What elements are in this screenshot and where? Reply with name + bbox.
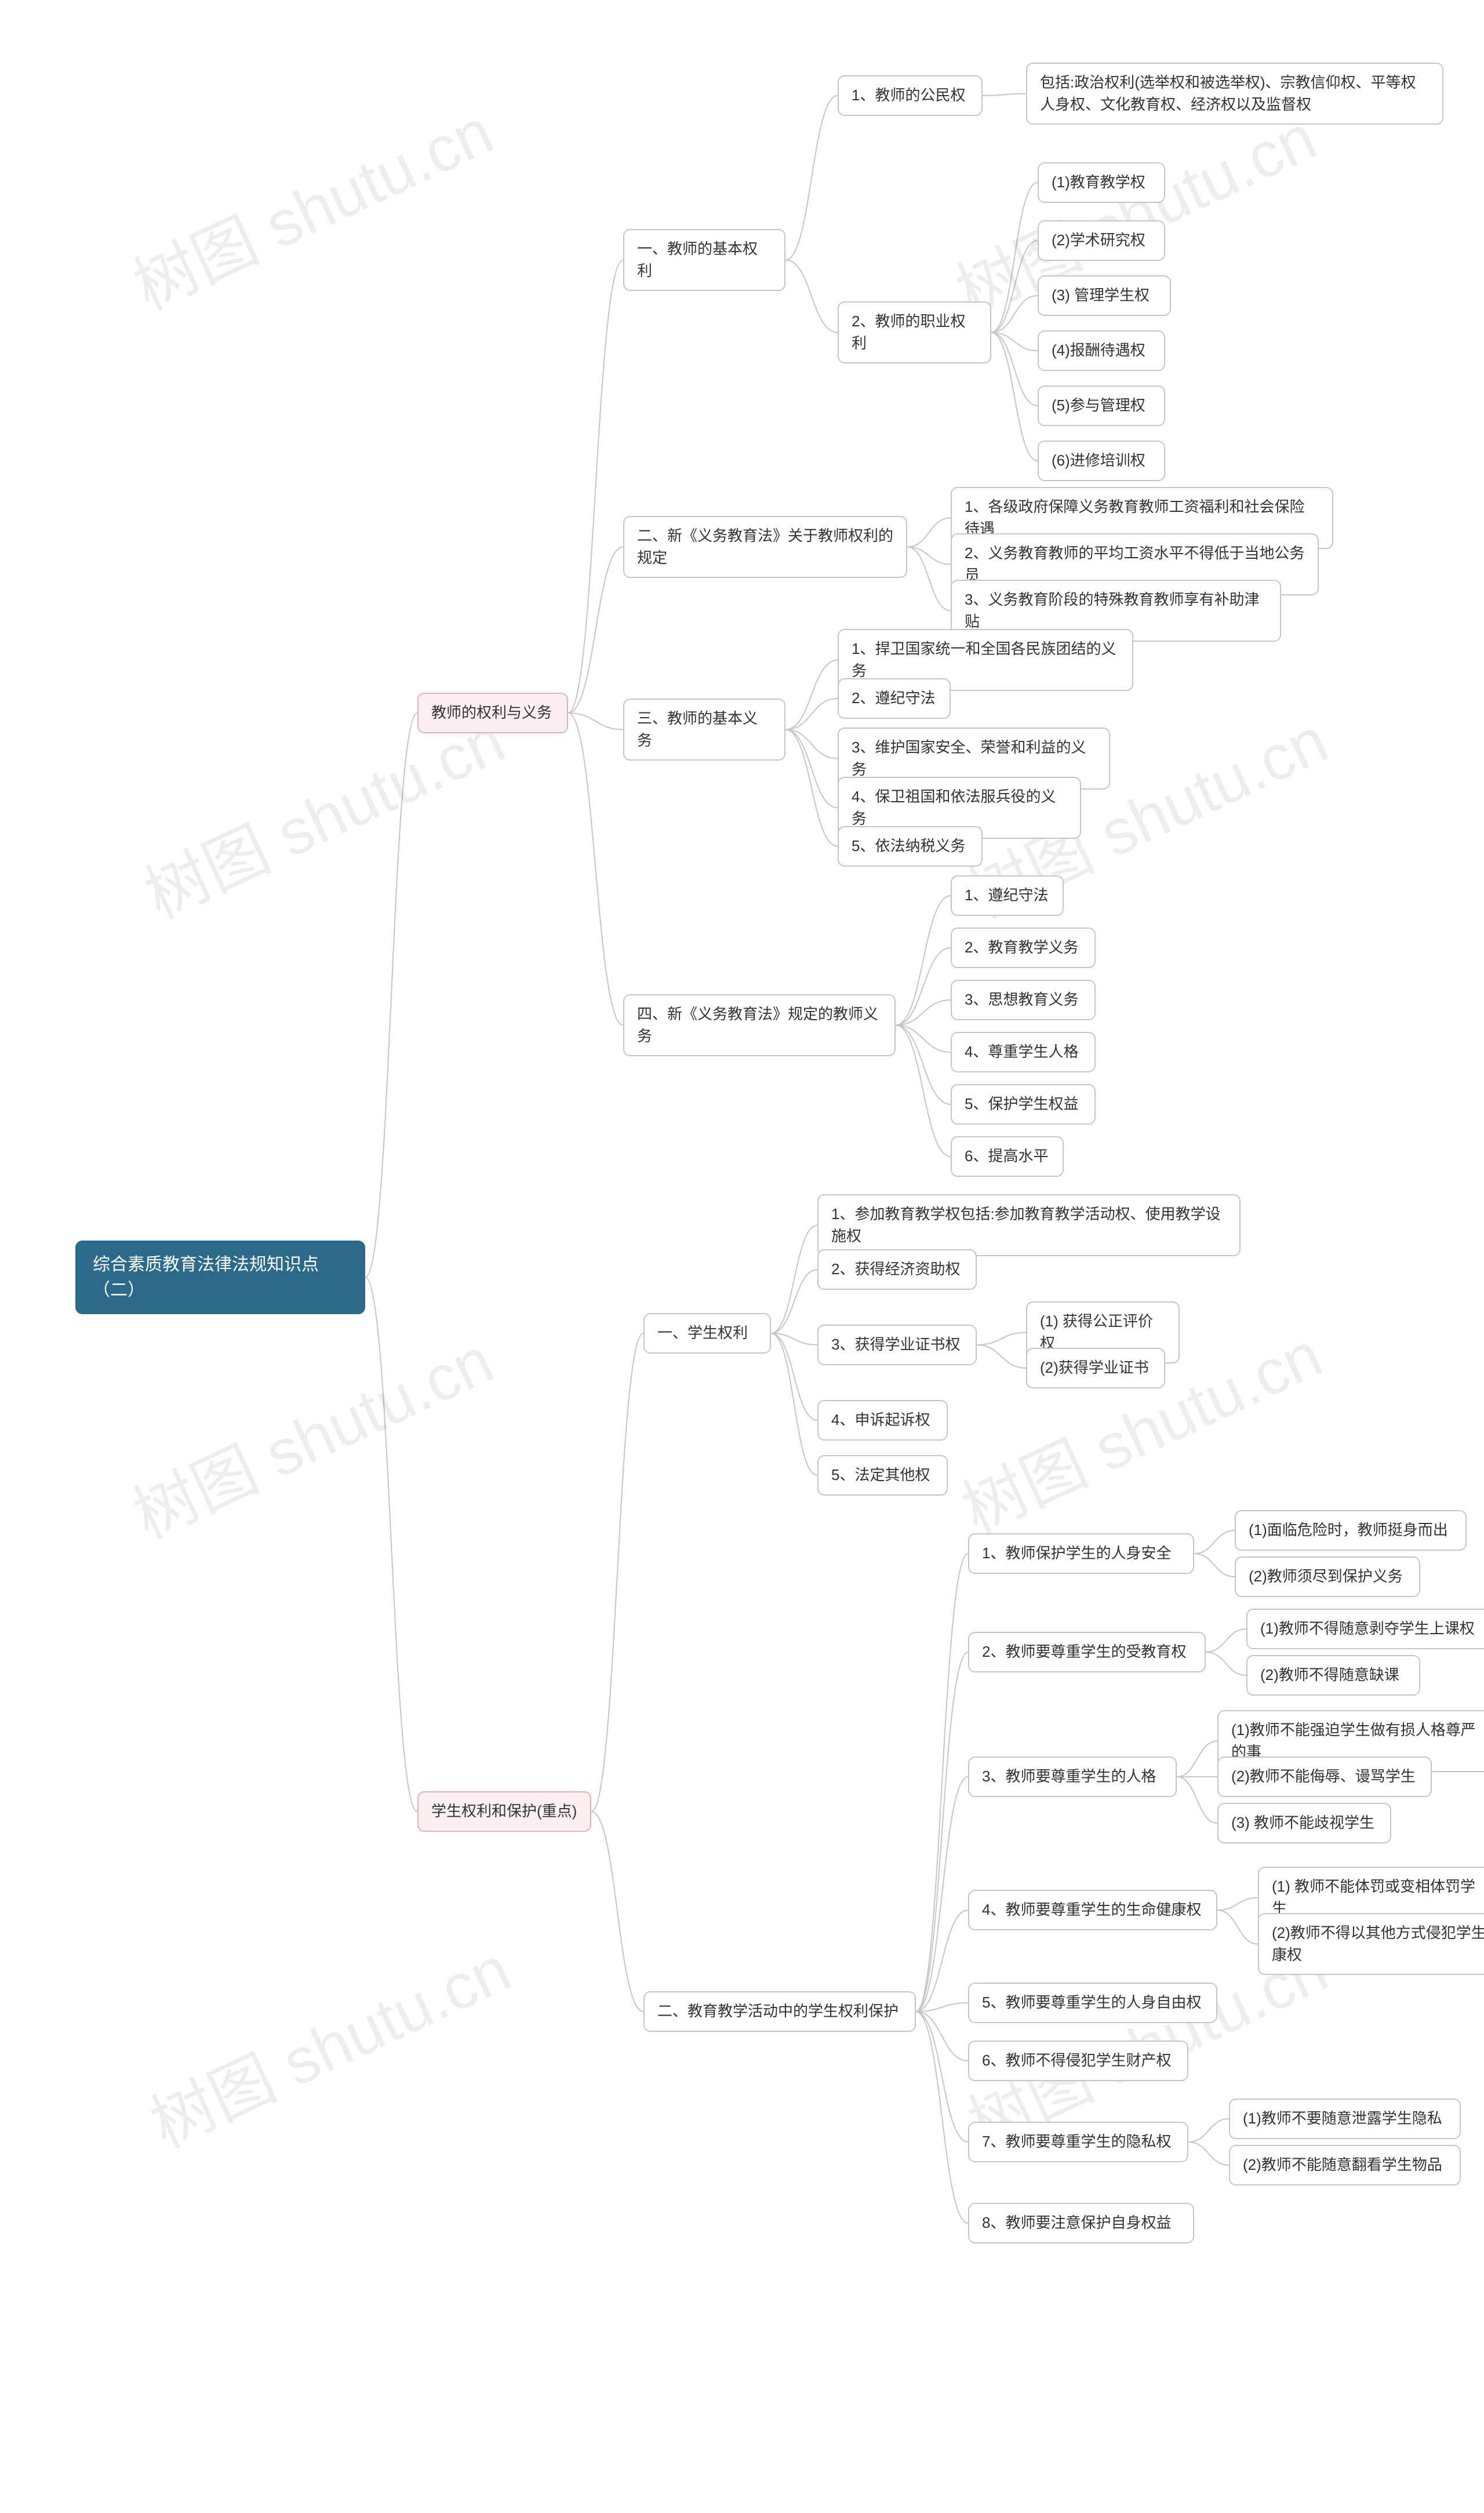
node-B2c[interactable]: 3、教师要尊重学生的人格 [968,1756,1177,1797]
node-A1b2[interactable]: (2)学术研究权 [1038,220,1165,261]
node-A4a[interactable]: 1、遵纪守法 [951,875,1064,916]
node-B2[interactable]: 二、教育教学活动中的学生权利保护 [643,1991,916,2032]
node-A2[interactable]: 二、新《义务教育法》关于教师权利的规定 [623,516,907,578]
node-A4e[interactable]: 5、保护学生权益 [951,1084,1096,1125]
node-A1a1[interactable]: 包括:政治权利(选举权和被选举权)、宗教信仰权、平等权人身权、文化教育权、经济权… [1026,63,1443,125]
node-B2b2[interactable]: (2)教师不得随意缺课 [1246,1655,1420,1696]
node-A4[interactable]: 四、新《义务教育法》规定的教师义务 [623,994,896,1056]
node-B1c[interactable]: 3、获得学业证书权 [817,1325,977,1365]
node-A1b1[interactable]: (1)教育教学权 [1038,162,1165,203]
node-A4b[interactable]: 2、教育教学义务 [951,928,1096,968]
node-B2c3[interactable]: (3) 教师不能歧视学生 [1217,1803,1391,1843]
node-A4d[interactable]: 4、尊重学生人格 [951,1032,1096,1072]
node-B2e[interactable]: 5、教师要尊重学生的人身自由权 [968,1983,1217,2023]
node-B2a[interactable]: 1、教师保护学生的人身安全 [968,1533,1194,1574]
node-B1[interactable]: 一、学生权利 [643,1313,771,1354]
node-A1b[interactable]: 2、教师的职业权利 [838,301,991,363]
watermark: 树图 shutu.cn [116,1309,505,1556]
node-A1b4[interactable]: (4)报酬待遇权 [1038,330,1165,371]
node-B2g1[interactable]: (1)教师不要随意泄露学生隐私 [1229,2099,1461,2139]
node-A1b6[interactable]: (6)进修培训权 [1038,441,1165,481]
node-A1b5[interactable]: (5)参与管理权 [1038,386,1165,426]
node-A3[interactable]: 三、教师的基本义务 [623,699,785,761]
node-B1d[interactable]: 4、申诉起诉权 [817,1400,948,1441]
node-A1a[interactable]: 1、教师的公民权 [838,75,983,116]
node-B2a2[interactable]: (2)教师须尽到保护义务 [1235,1556,1420,1597]
node-B2d2[interactable]: (2)教师不得以其他方式侵犯学生生命健康权 [1258,1913,1484,1975]
node-A1[interactable]: 一、教师的基本权利 [623,229,785,291]
node-B2g[interactable]: 7、教师要尊重学生的隐私权 [968,2122,1188,2162]
section-teacher-rights-duties[interactable]: 教师的权利与义务 [417,693,568,733]
node-A1b3[interactable]: (3) 管理学生权 [1038,275,1171,316]
node-B2b[interactable]: 2、教师要尊重学生的受教育权 [968,1632,1206,1672]
node-B1e[interactable]: 5、法定其他权 [817,1455,948,1496]
root-node[interactable]: 综合素质教育法律法规知识点（二） [75,1241,365,1314]
section-student-rights-protection[interactable]: 学生权利和保护(重点) [417,1791,591,1832]
watermark: 树图 shutu.cn [116,80,505,328]
node-B2g2[interactable]: (2)教师不能随意翻看学生物品 [1229,2145,1461,2185]
node-A4c[interactable]: 3、思想教育义务 [951,980,1096,1020]
node-B2a1[interactable]: (1)面临危险时，教师挺身而出 [1235,1510,1467,1551]
node-B1c2[interactable]: (2)获得学业证书 [1026,1348,1165,1388]
node-A4f[interactable]: 6、提高水平 [951,1136,1064,1177]
node-A3b[interactable]: 2、遵纪守法 [838,678,951,719]
node-B2f[interactable]: 6、教师不得侵犯学生财产权 [968,2041,1188,2081]
watermark: 树图 shutu.cn [133,1918,523,2165]
node-B2d[interactable]: 4、教师要尊重学生的生命健康权 [968,1890,1217,1930]
node-B2b1[interactable]: (1)教师不得随意剥夺学生上课权 [1246,1609,1484,1649]
node-B1a[interactable]: 1、参加教育教学权包括:参加教育教学活动权、使用教学设施权 [817,1194,1241,1256]
node-A3e[interactable]: 5、依法纳税义务 [838,826,983,867]
node-B2h[interactable]: 8、教师要注意保护自身权益 [968,2203,1194,2243]
node-B2c2[interactable]: (2)教师不能侮辱、谩骂学生 [1217,1756,1432,1797]
node-B1b[interactable]: 2、获得经济资助权 [817,1249,977,1290]
